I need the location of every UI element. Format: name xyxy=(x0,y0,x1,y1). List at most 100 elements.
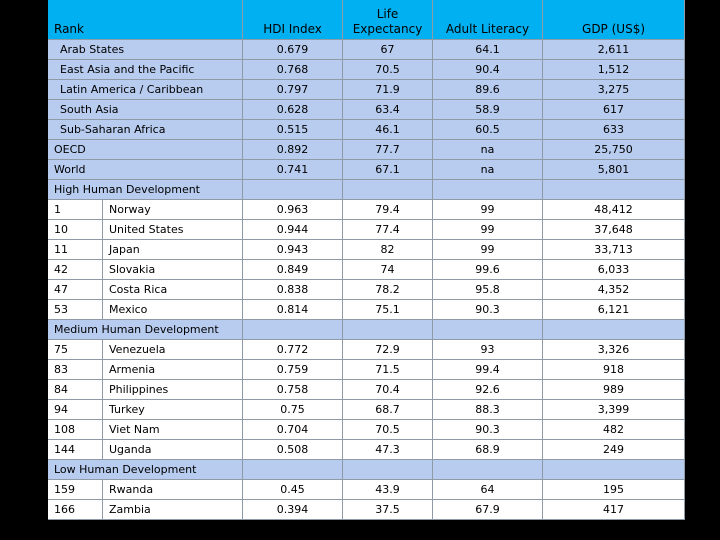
rank-value: 108 xyxy=(48,420,103,440)
country-name: Philippines xyxy=(103,380,244,400)
hdi-value: 0.963 xyxy=(243,200,344,220)
gdp-value: 989 xyxy=(543,380,686,400)
adult-literacy-value: 60.5 xyxy=(433,120,544,140)
region-name: Arab States xyxy=(48,40,244,60)
gdp-value: 1,512 xyxy=(543,60,686,80)
hdi-value: 0.679 xyxy=(243,40,344,60)
table-row: 94 Turkey 0.75 68.7 88.3 3,399 xyxy=(48,400,686,420)
life-expectancy-value: 70.4 xyxy=(343,380,434,400)
header-row: Rank HDI Index Life Expectancy Adult Lit… xyxy=(48,0,686,40)
gdp-value: 4,352 xyxy=(543,280,686,300)
country-name: Rwanda xyxy=(103,480,244,500)
rank-value: 84 xyxy=(48,380,103,400)
adult-literacy-value: 64 xyxy=(433,480,544,500)
gdp-value: 249 xyxy=(543,440,686,460)
table-row: 83 Armenia 0.759 71.5 99.4 918 xyxy=(48,360,686,380)
life-expectancy-value: 68.7 xyxy=(343,400,434,420)
region-row: East Asia and the Pacific 0.768 70.5 90.4 1,… xyxy=(48,60,686,80)
table-row: 42 Slovakia 0.849 74 99.6 6,033 xyxy=(48,260,686,280)
gdp-value: 2,611 xyxy=(543,40,686,60)
section-header-row: Low Human Development xyxy=(48,460,686,480)
life-expectancy-value: 82 xyxy=(343,240,434,260)
country-name: Viet Nam xyxy=(103,420,244,440)
hdi-value: 0.704 xyxy=(243,420,344,440)
table-row: 10 United States 0.944 77.4 99 37,648 xyxy=(48,220,686,240)
hdi-value: 0.45 xyxy=(243,480,344,500)
table-row: 53 Mexico 0.814 75.1 90.3 6,121 xyxy=(48,300,686,320)
adult-literacy-value: 92.6 xyxy=(433,380,544,400)
adult-literacy-value: 95.8 xyxy=(433,280,544,300)
rank-value: 1 xyxy=(48,200,103,220)
rank-value: 42 xyxy=(48,260,103,280)
section-empty-cell xyxy=(243,460,344,480)
country-name: Armenia xyxy=(103,360,244,380)
hdi-value: 0.741 xyxy=(243,160,344,180)
life-expectancy-value: 77.7 xyxy=(343,140,434,160)
region-row: Latin America / Caribbean 0.797 71.9 89.6 3,… xyxy=(48,80,686,100)
adult-literacy-value: 99 xyxy=(433,220,544,240)
adult-literacy-value: 64.1 xyxy=(433,40,544,60)
country-name: Japan xyxy=(103,240,244,260)
region-row: South Asia 0.628 63.4 58.9 617 xyxy=(48,100,686,120)
section-header-row: Medium Human Development xyxy=(48,320,686,340)
life-expectancy-value: 47.3 xyxy=(343,440,434,460)
region-row: Sub-Saharan Africa 0.515 46.1 60.5 633 xyxy=(48,120,686,140)
adult-literacy-value: na xyxy=(433,160,544,180)
gdp-value: 48,412 xyxy=(543,200,686,220)
gdp-value: 918 xyxy=(543,360,686,380)
header-adult-literacy: Adult Literacy xyxy=(433,0,544,40)
section-empty-cell xyxy=(433,460,544,480)
gdp-value: 37,648 xyxy=(543,220,686,240)
adult-literacy-value: 88.3 xyxy=(433,400,544,420)
region-name: Sub-Saharan Africa xyxy=(48,120,244,140)
country-name: United States xyxy=(103,220,244,240)
header-life-expectancy: Life Expectancy xyxy=(343,0,434,40)
country-name: Zambia xyxy=(103,500,244,520)
section-empty-cell xyxy=(433,320,544,340)
gdp-value: 482 xyxy=(543,420,686,440)
adult-literacy-value: 90.3 xyxy=(433,420,544,440)
adult-literacy-value: 90.3 xyxy=(433,300,544,320)
life-expectancy-value: 70.5 xyxy=(343,60,434,80)
life-expectancy-value: 37.5 xyxy=(343,500,434,520)
table-row: 75 Venezuela 0.772 72.9 93 3,326 xyxy=(48,340,686,360)
section-empty-cell xyxy=(343,460,434,480)
hdi-table: Rank HDI Index Life Expectancy Adult Lit… xyxy=(48,0,686,520)
region-row: Arab States 0.679 67 64.1 2,611 xyxy=(48,40,686,60)
section-empty-cell xyxy=(343,320,434,340)
gdp-value: 195 xyxy=(543,480,686,500)
rank-value: 75 xyxy=(48,340,103,360)
region-row: World 0.741 67.1 na 5,801 xyxy=(48,160,686,180)
table-row: 84 Philippines 0.758 70.4 92.6 989 xyxy=(48,380,686,400)
adult-literacy-value: 99.6 xyxy=(433,260,544,280)
hdi-value: 0.515 xyxy=(243,120,344,140)
hdi-value: 0.838 xyxy=(243,280,344,300)
hdi-value: 0.394 xyxy=(243,500,344,520)
life-expectancy-value: 79.4 xyxy=(343,200,434,220)
gdp-value: 3,399 xyxy=(543,400,686,420)
region-name: East Asia and the Pacific xyxy=(48,60,244,80)
life-expectancy-value: 67 xyxy=(343,40,434,60)
gdp-value: 3,326 xyxy=(543,340,686,360)
header-hdi: HDI Index xyxy=(243,0,344,40)
adult-literacy-value: 58.9 xyxy=(433,100,544,120)
life-expectancy-value: 77.4 xyxy=(343,220,434,240)
section-empty-cell xyxy=(343,180,434,200)
life-expectancy-value: 78.2 xyxy=(343,280,434,300)
region-name: OECD xyxy=(48,140,244,160)
country-name: Slovakia xyxy=(103,260,244,280)
section-empty-cell xyxy=(243,320,344,340)
header-gdp: GDP (US$) xyxy=(543,0,686,40)
country-name: Uganda xyxy=(103,440,244,460)
region-name: South Asia xyxy=(48,100,244,120)
country-name: Costa Rica xyxy=(103,280,244,300)
adult-literacy-value: 93 xyxy=(433,340,544,360)
life-expectancy-value: 70.5 xyxy=(343,420,434,440)
adult-literacy-value: 68.9 xyxy=(433,440,544,460)
country-name: Norway xyxy=(103,200,244,220)
gdp-value: 633 xyxy=(543,120,686,140)
section-title: Medium Human Development xyxy=(48,320,244,340)
hdi-value: 0.628 xyxy=(243,100,344,120)
life-expectancy-value: 74 xyxy=(343,260,434,280)
hdi-value: 0.943 xyxy=(243,240,344,260)
